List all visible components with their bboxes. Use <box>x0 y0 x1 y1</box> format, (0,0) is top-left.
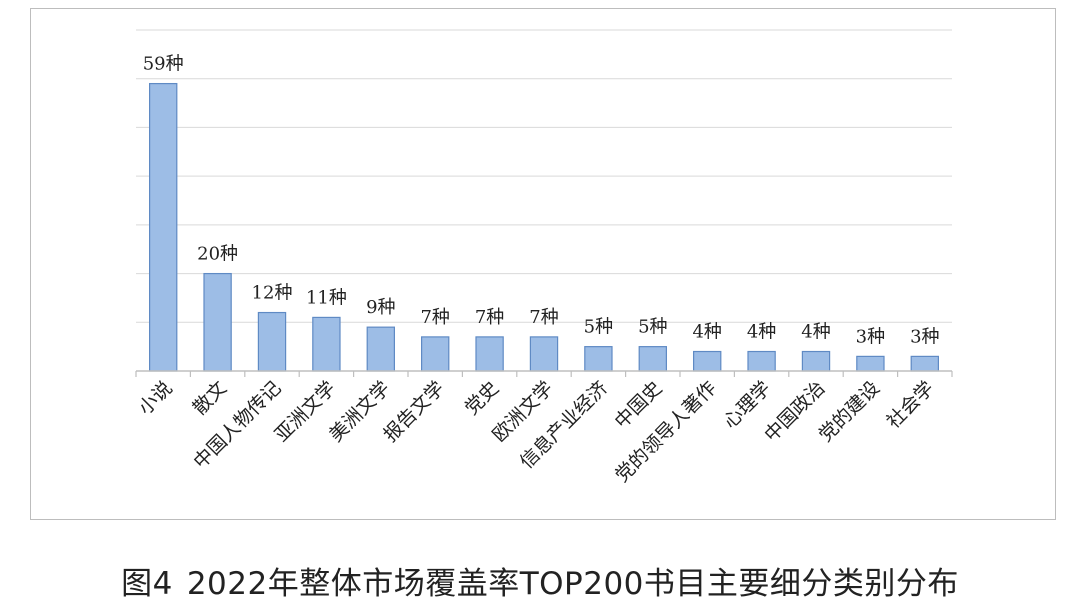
bar <box>692 350 722 372</box>
data-label: 3种 <box>910 326 939 347</box>
figure-caption: 图4 2022年整体市场覆盖率TOP200书目主要细分类别分布 <box>0 558 1080 603</box>
data-label: 4种 <box>747 322 776 343</box>
data-label: 7种 <box>420 307 449 328</box>
data-label: 20种 <box>197 244 238 265</box>
bar <box>421 336 450 372</box>
category-label: 报告文学 <box>379 377 448 446</box>
data-label: 12种 <box>252 283 293 304</box>
bar <box>257 311 287 372</box>
figure-number: 图4 <box>121 566 173 602</box>
data-label: 5种 <box>638 317 667 338</box>
bar <box>638 346 668 372</box>
bars <box>149 82 940 372</box>
data-label: 4种 <box>692 322 721 343</box>
figure-title: 2022年整体市场覆盖率TOP200书目主要细分类别分布 <box>186 566 959 602</box>
x-axis-ticks <box>135 371 953 377</box>
data-label: 7种 <box>475 307 504 328</box>
bar <box>475 336 504 372</box>
data-label: 4种 <box>801 322 830 343</box>
value-labels: 59种 20种 12种 11种 9种 7种 7种 7种 5种 5种 4种 4种 4种 3种 3种 <box>143 54 940 348</box>
data-label: 59种 <box>143 54 184 75</box>
category-label: 散文 <box>189 377 231 419</box>
bar <box>149 82 178 372</box>
bar <box>312 316 341 372</box>
data-label: 3种 <box>856 326 885 347</box>
category-label: 党的建设 <box>815 377 884 446</box>
bar <box>584 346 613 372</box>
gridlines <box>136 29 952 323</box>
category-label: 社会学 <box>882 377 938 433</box>
bar-chart: 59种 20种 12种 11种 9种 7种 7种 7种 5种 5种 4种 4种 4种 3种 3种 小说 散文中… <box>134 29 953 487</box>
bar <box>856 355 885 372</box>
bar <box>366 326 396 372</box>
category-label: 小说 <box>134 377 176 419</box>
bar <box>801 350 831 372</box>
category-label: 党史 <box>461 377 503 419</box>
category-label: 党的领导人著作 <box>611 377 721 487</box>
chart-frame <box>30 8 1056 520</box>
data-label: 11种 <box>306 287 347 308</box>
bar <box>529 336 559 372</box>
bar <box>910 355 940 372</box>
bar <box>747 350 776 372</box>
data-label: 9种 <box>366 297 395 318</box>
bar <box>203 272 232 372</box>
data-label: 7种 <box>529 307 558 328</box>
data-label: 5种 <box>584 317 613 338</box>
